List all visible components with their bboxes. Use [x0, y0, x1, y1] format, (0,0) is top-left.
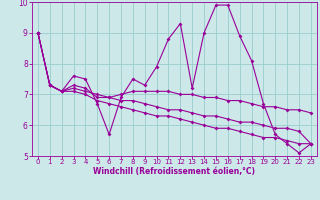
X-axis label: Windchill (Refroidissement éolien,°C): Windchill (Refroidissement éolien,°C) [93, 167, 255, 176]
